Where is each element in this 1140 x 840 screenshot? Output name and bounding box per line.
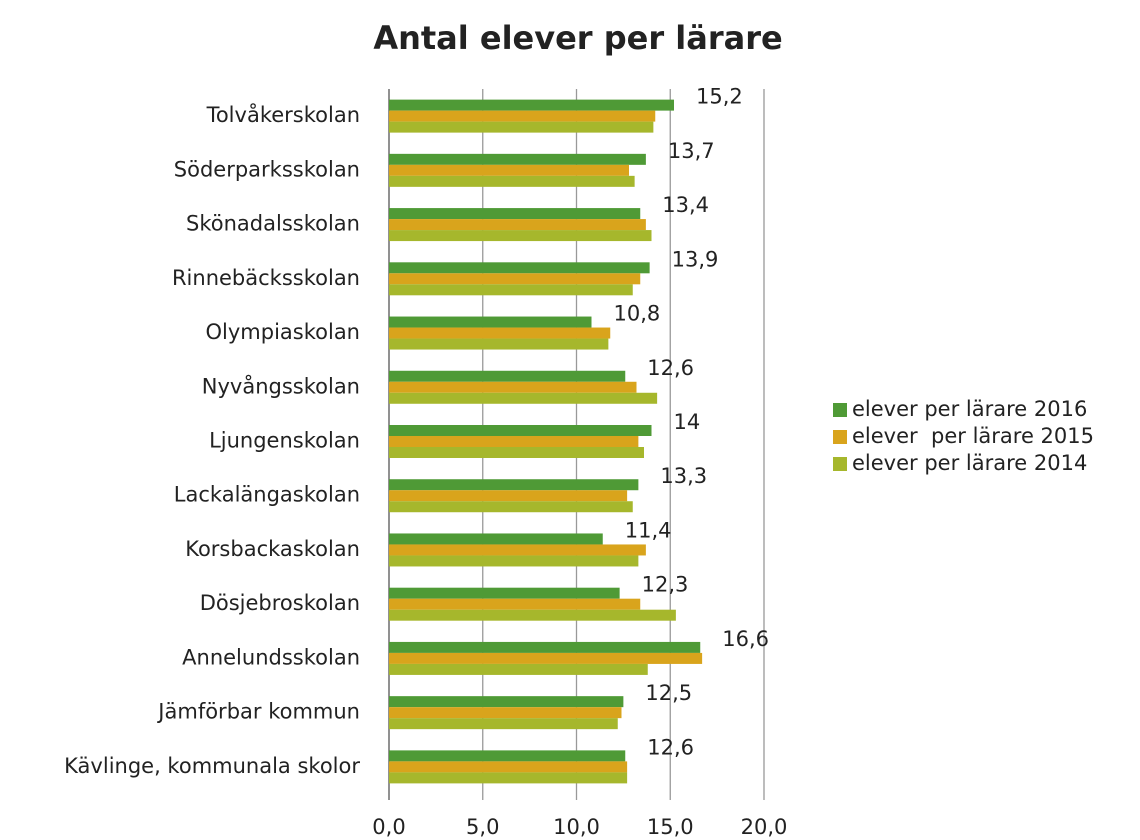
bar — [389, 555, 639, 567]
bar — [389, 316, 592, 328]
bar — [389, 447, 644, 458]
y-tick-label: Dösjebroskolan — [200, 591, 360, 615]
data-label: 16,6 — [722, 627, 769, 651]
data-label: 12,3 — [642, 573, 689, 597]
y-tick-label: Lackalängaskolan — [174, 483, 360, 507]
bar — [389, 370, 626, 382]
bar — [389, 208, 641, 220]
bar — [389, 436, 639, 447]
bar — [389, 663, 648, 675]
bar — [389, 490, 628, 502]
bar — [389, 99, 674, 111]
bar — [389, 175, 635, 187]
bar — [389, 641, 701, 653]
legend-label: elever per lärare 2014 — [852, 451, 1087, 475]
bar — [389, 121, 654, 133]
legend-label: elever per lärare 2015 — [852, 424, 1094, 448]
bar — [389, 587, 620, 599]
bar — [389, 327, 611, 339]
data-label: 12,6 — [647, 735, 694, 759]
y-tick-label: Korsbackaskolan — [185, 537, 360, 561]
y-tick-label: Skönadalsskolan — [186, 212, 360, 236]
y-tick-label: Ljungenskolan — [209, 429, 360, 453]
bar — [389, 652, 703, 664]
legend-swatch — [833, 430, 847, 444]
bar — [389, 381, 637, 393]
bar — [389, 707, 622, 719]
bar — [389, 598, 641, 610]
bar — [389, 338, 609, 350]
bar — [389, 273, 641, 285]
bar — [389, 284, 633, 296]
bar — [389, 425, 652, 436]
bar — [389, 230, 652, 242]
legend-label: elever per lärare 2016 — [852, 397, 1087, 421]
data-label: 13,7 — [668, 139, 715, 163]
bar — [389, 110, 656, 122]
y-tick-label: Nyvångsskolan — [202, 373, 360, 398]
y-tick-label: Rinnebäcksskolan — [172, 266, 360, 290]
y-tick-label: Olympiaskolan — [206, 320, 361, 344]
x-tick-label: 5,0 — [466, 815, 499, 839]
data-label: 11,4 — [625, 518, 672, 542]
bar — [389, 750, 626, 762]
x-tick-label: 0,0 — [372, 815, 405, 839]
bar — [389, 609, 676, 621]
y-tick-label: Annelundsskolan — [182, 645, 360, 669]
legend-swatch — [833, 403, 847, 417]
bar — [389, 533, 603, 545]
bar — [389, 219, 646, 231]
data-label: 10,8 — [614, 302, 661, 326]
bar — [389, 262, 650, 274]
data-label: 13,4 — [662, 193, 709, 217]
bar — [389, 392, 658, 404]
chart-title: Antal elever per lärare — [373, 19, 782, 57]
legend-swatch — [833, 457, 847, 471]
x-tick-label: 15,0 — [647, 815, 694, 839]
bar — [389, 718, 618, 730]
bar — [389, 164, 629, 176]
data-label: 12,5 — [645, 681, 692, 705]
data-label: 14 — [674, 410, 701, 434]
x-tick-label: 10,0 — [553, 815, 600, 839]
y-tick-label: Kävlinge, kommunala skolor — [64, 754, 360, 778]
bar — [389, 761, 628, 773]
bar — [389, 501, 633, 513]
bar — [389, 696, 624, 708]
y-tick-label: Söderparksskolan — [174, 157, 360, 181]
y-tick-label: Jämförbar kommun — [156, 700, 360, 724]
y-tick-label: Tolvåkerskolan — [206, 102, 360, 127]
bar — [389, 544, 646, 556]
bar — [389, 153, 646, 165]
data-label: 15,2 — [696, 85, 743, 109]
data-label: 13,3 — [660, 464, 707, 488]
bar — [389, 772, 628, 784]
data-label: 12,6 — [647, 356, 694, 380]
x-tick-label: 20,0 — [741, 815, 788, 839]
bar — [389, 479, 639, 491]
data-label: 13,9 — [672, 247, 719, 271]
